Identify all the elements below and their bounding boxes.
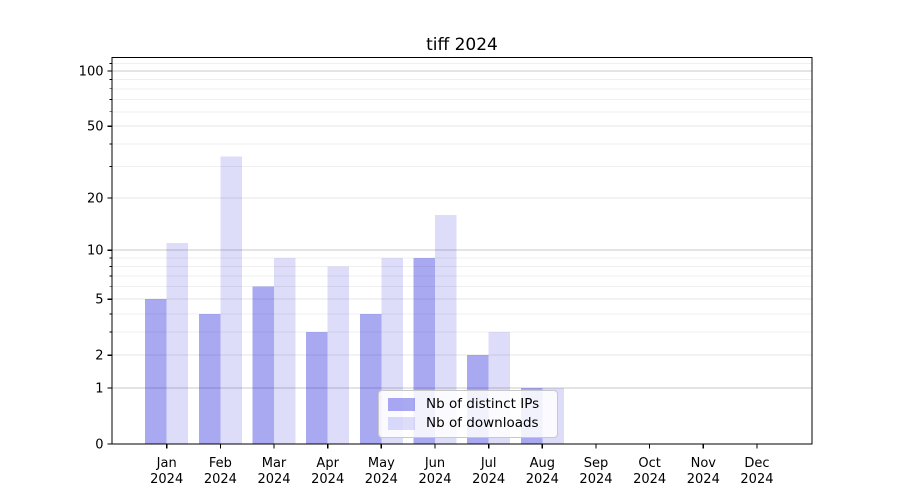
x-tick-label-year-jun: 2024: [418, 472, 451, 487]
legend: Nb of distinct IPs Nb of downloads: [378, 390, 558, 438]
x-tick-label-year-oct: 2024: [633, 472, 666, 487]
x-tick-label-year-feb: 2024: [204, 472, 237, 487]
bar-downloads-feb: [220, 156, 242, 445]
legend-swatch-distinct-ips: [388, 398, 415, 412]
x-tick-label-year-jan: 2024: [150, 472, 183, 487]
y-tick-label-2: 2: [95, 349, 103, 364]
bar-distinct-ips-apr: [306, 331, 328, 444]
x-tick-label-month-aug: Aug: [530, 456, 555, 471]
x-tick-label-month-sep: Sep: [584, 456, 609, 471]
bar-downloads-jun: [435, 215, 457, 444]
x-tick-label-month-nov: Nov: [691, 456, 717, 471]
y-tick-label-1: 1: [95, 381, 103, 396]
x-tick-label-month-jan: Jan: [156, 456, 177, 471]
x-tick-label-year-sep: 2024: [579, 472, 612, 487]
x-tick-label-month-feb: Feb: [209, 456, 232, 471]
x-tick-label-year-apr: 2024: [311, 472, 344, 487]
legend-item-distinct-ips: Nb of distinct IPs: [388, 396, 546, 412]
legend-label-distinct-ips: Nb of distinct IPs: [426, 396, 540, 412]
legend-label-downloads: Nb of downloads: [426, 414, 539, 431]
bar-downloads-mar: [274, 257, 296, 444]
x-tick-label-month-jun: Jun: [424, 456, 445, 471]
x-tick-label-year-dec: 2024: [740, 472, 773, 487]
x-tick-label-year-aug: 2024: [526, 472, 559, 487]
x-tick-label-month-apr: Apr: [316, 456, 339, 471]
bar-distinct-ips-may: [359, 313, 382, 444]
y-tick-label-50: 50: [87, 120, 104, 135]
x-tick-label-year-jul: 2024: [472, 472, 505, 487]
x-tick-label-year-mar: 2024: [257, 472, 290, 487]
legend-swatch-downloads: [388, 416, 415, 430]
x-tick-label-month-dec: Dec: [744, 456, 769, 471]
bar-distinct-ips-mar: [252, 286, 275, 444]
x-tick-label-month-jul: Jul: [480, 456, 497, 471]
chart-title: tiff 2024: [426, 35, 498, 55]
y-tick-label-20: 20: [87, 191, 104, 206]
bar-downloads-apr: [327, 266, 350, 444]
bar-distinct-ips-jan: [145, 299, 167, 444]
x-tick-label-month-mar: Mar: [262, 456, 287, 471]
x-tick-label-year-nov: 2024: [687, 472, 720, 487]
x-tick-label-month-may: May: [368, 456, 395, 471]
y-tick-label-100: 100: [79, 64, 104, 79]
x-tick-label-year-may: 2024: [365, 472, 398, 487]
y-tick-label-10: 10: [87, 244, 104, 259]
bar-distinct-ips-feb: [198, 313, 221, 444]
y-tick-label-0: 0: [95, 438, 103, 453]
y-tick-label-5: 5: [95, 293, 103, 308]
legend-item-downloads: Nb of downloads: [388, 414, 546, 431]
bar-downloads-jan: [166, 243, 189, 444]
x-tick-label-month-oct: Oct: [638, 456, 660, 471]
